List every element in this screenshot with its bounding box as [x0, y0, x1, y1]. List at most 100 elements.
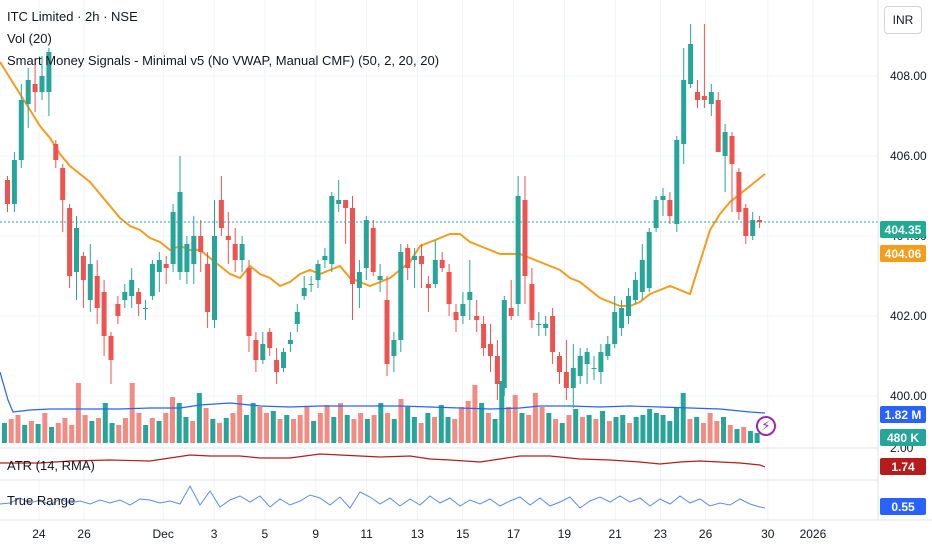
candle: [46, 48, 52, 116]
volume-bar: [277, 419, 283, 443]
volume-bar: [452, 419, 458, 443]
symbol-title[interactable]: ITC Limited · 2h · NSE: [7, 9, 138, 24]
candle-body: [170, 212, 176, 264]
volume-bar: [250, 403, 256, 443]
volume-bar: [257, 407, 263, 443]
candle-body: [757, 220, 763, 222]
time-tick-label: 9: [312, 527, 320, 541]
candle-body: [336, 200, 342, 204]
candle-body: [688, 44, 694, 84]
candle-body: [281, 352, 286, 368]
candle: [74, 216, 79, 300]
volume-bar: [22, 425, 28, 443]
candle-body: [156, 260, 162, 272]
volume-bar: [129, 383, 135, 443]
volume-bar: [472, 385, 478, 443]
candle: [653, 196, 659, 232]
volume-bar: [492, 419, 498, 443]
lightning-bolt-icon[interactable]: ⚡: [756, 416, 776, 436]
volume-bar: [290, 419, 296, 443]
candle: [488, 324, 493, 372]
time-tick-label: 21: [608, 527, 622, 541]
candle: [39, 56, 45, 100]
candle: [701, 24, 707, 108]
candle: [377, 264, 383, 292]
volume-bar: [55, 423, 61, 443]
candle-body: [577, 356, 583, 376]
volume-bar: [217, 423, 223, 443]
volume-bar: [398, 399, 404, 443]
candle: [605, 336, 611, 360]
candle-body: [377, 276, 383, 280]
volume-bar: [35, 424, 41, 443]
candle-body: [32, 84, 38, 92]
candle-body: [149, 264, 155, 296]
candle: [94, 260, 100, 324]
candle-body: [101, 292, 107, 336]
candle-body: [557, 356, 562, 372]
candle-body: [384, 300, 390, 364]
volume-bar: [445, 417, 451, 443]
candle: [432, 240, 438, 288]
candle: [467, 260, 473, 320]
volume-value-badge: 480 K: [880, 429, 926, 446]
volume-bar: [613, 417, 619, 443]
candle-body: [60, 168, 66, 200]
volume-bar: [559, 423, 565, 443]
candle-body: [225, 236, 231, 240]
price-tick-label: 400.00: [890, 389, 927, 403]
candle-body: [501, 300, 507, 388]
candle: [508, 280, 514, 320]
candle-body: [398, 252, 404, 340]
candle-body: [46, 52, 52, 92]
volume-bar: [694, 417, 700, 443]
volume-bar: [136, 413, 142, 443]
volume-bar: [297, 415, 303, 443]
candle: [557, 352, 562, 384]
candle-body: [446, 272, 452, 304]
candle-body: [329, 196, 335, 264]
volume-bar: [116, 425, 122, 443]
candle: [453, 304, 459, 332]
ma-value-badge: 404.06: [880, 245, 926, 262]
true-range-indicator-label[interactable]: True Range: [7, 493, 76, 508]
candle-body: [87, 264, 93, 300]
candle: [591, 356, 597, 380]
volume-bar: [304, 407, 310, 443]
candle: [481, 316, 487, 356]
candle: [336, 180, 342, 212]
volume-bar: [163, 413, 169, 443]
time-tick-label: 13: [410, 527, 425, 541]
candle: [184, 236, 190, 284]
volume-bar: [526, 415, 532, 443]
currency-button[interactable]: INR: [884, 6, 922, 34]
volume-bar: [122, 418, 128, 443]
smart-money-indicator-label[interactable]: Smart Money Signals - Minimal v5 (No VWA…: [7, 53, 440, 68]
candle-body: [198, 236, 204, 252]
candle-body: [363, 220, 369, 268]
candle: [253, 332, 259, 372]
atr-indicator-label[interactable]: ATR (14, RMA): [7, 458, 95, 473]
candle: [632, 272, 638, 304]
candle-body: [605, 344, 611, 356]
volume-bar: [566, 415, 572, 443]
time-tick-label: 26: [77, 527, 91, 541]
volume-bar: [270, 411, 276, 443]
volume-bar: [2, 423, 7, 443]
candle-body: [653, 200, 659, 228]
candle-body: [287, 340, 293, 344]
candle: [177, 156, 183, 280]
volume-bar: [499, 381, 505, 443]
volume-bar: [223, 418, 229, 443]
candle-body: [453, 312, 459, 320]
volume-bar: [485, 413, 491, 443]
candle-body: [5, 180, 10, 204]
atr-line: [0, 453, 766, 468]
candle: [11, 152, 17, 212]
candle-body: [474, 316, 480, 320]
volume-bar: [28, 421, 34, 443]
volume-indicator-label[interactable]: Vol (20): [7, 31, 52, 46]
candle-body: [584, 352, 590, 364]
candle: [122, 284, 128, 308]
volume-bar: [190, 421, 196, 443]
